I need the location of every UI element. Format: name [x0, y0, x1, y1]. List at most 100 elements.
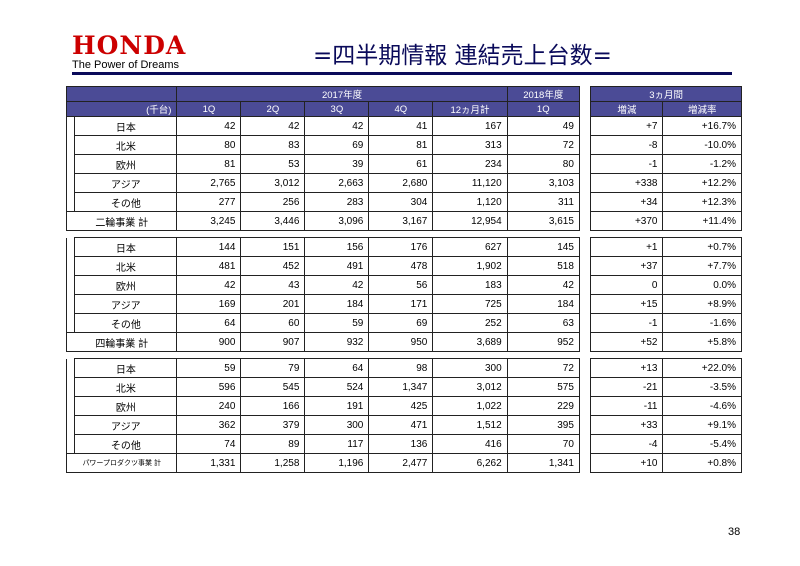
cell-value: -3.5% — [662, 377, 742, 397]
col-header: 2Q — [240, 101, 306, 117]
row-label: 欧州 — [74, 154, 178, 174]
cell-value: 1,022 — [432, 396, 508, 416]
table-row: 北米 596 545 524 1,347 3,012 575 -21 -3.5% — [65, 377, 742, 397]
cell-value: +34 — [590, 192, 664, 212]
row-label: アジア — [74, 294, 178, 314]
page-number: 38 — [728, 526, 741, 538]
cell-value: +11.4% — [662, 211, 742, 231]
cell-value: 184 — [304, 294, 370, 314]
cell-value: 2,477 — [368, 453, 434, 473]
cell-value: 83 — [240, 135, 306, 155]
col-header: 12ヵ月計 — [432, 101, 508, 117]
cell-value: 0 — [590, 275, 664, 295]
cell-value: 43 — [240, 275, 306, 295]
table-row: その他 277 256 283 304 1,120 311 +34 +12.3% — [65, 192, 742, 212]
cell-value: 1,512 — [432, 415, 508, 435]
cell-value: -4.6% — [662, 396, 742, 416]
cell-value: 136 — [368, 434, 434, 454]
cell-value: 3,167 — [368, 211, 434, 231]
cell-value: 74 — [176, 434, 242, 454]
cell-value: +338 — [590, 173, 664, 193]
table-row: 欧州 81 53 39 61 234 80 -1 -1.2% — [65, 154, 742, 174]
cell-value: 256 — [240, 192, 306, 212]
col-header: 増減率 — [662, 101, 742, 117]
cell-value: 151 — [240, 237, 306, 257]
cell-value: 80 — [506, 154, 580, 174]
cell-value: +10 — [590, 453, 664, 473]
cell-value: +7.7% — [662, 256, 742, 276]
cell-value: 59 — [304, 313, 370, 333]
cell-value: 0.0% — [662, 275, 742, 295]
cell-value: 64 — [304, 358, 370, 378]
fy2017-header: 2017年度 — [176, 86, 508, 102]
cell-value: 80 — [176, 135, 242, 155]
cell-value: 169 — [176, 294, 242, 314]
cell-value: +7 — [590, 116, 664, 136]
cell-value: 201 — [240, 294, 306, 314]
cell-value: 167 — [432, 116, 508, 136]
cell-value: 304 — [368, 192, 434, 212]
cell-value: -10.0% — [662, 135, 742, 155]
cell-value: +12.2% — [662, 173, 742, 193]
cell-value: 1,341 — [506, 453, 580, 473]
cell-value: 49 — [506, 116, 580, 136]
row-label: その他 — [74, 192, 178, 212]
cell-value: 1,196 — [304, 453, 370, 473]
cell-value: 311 — [506, 192, 580, 212]
cell-value: 478 — [368, 256, 434, 276]
cell-value: 42 — [176, 275, 242, 295]
row-label: パワープロダクツ事業 計 — [65, 453, 178, 473]
cell-value: 229 — [506, 396, 580, 416]
unit-label: (千台) — [65, 101, 178, 117]
row-label: 日本 — [74, 358, 178, 378]
cell-value: 61 — [368, 154, 434, 174]
cell-value: +0.8% — [662, 453, 742, 473]
cell-value: 42 — [176, 116, 242, 136]
row-label: 二輪事業 計 — [65, 211, 178, 231]
cell-value: +13 — [590, 358, 664, 378]
cell-value: 240 — [176, 396, 242, 416]
cell-value: 491 — [304, 256, 370, 276]
cell-value: 907 — [240, 332, 306, 352]
table-row: 北米 80 83 69 81 313 72 -8 -10.0% — [65, 135, 742, 155]
col-header: 増減 — [590, 101, 664, 117]
table-row: 日本 42 42 42 41 167 49 +7 +16.7% — [65, 116, 742, 136]
table-row: アジア 169 201 184 171 725 184 +15 +8.9% — [65, 294, 742, 314]
cell-value: 277 — [176, 192, 242, 212]
cell-value: 79 — [240, 358, 306, 378]
cell-value: 184 — [506, 294, 580, 314]
row-label: アジア — [74, 173, 178, 193]
cell-value: 3,245 — [176, 211, 242, 231]
cell-value: 3,096 — [304, 211, 370, 231]
cell-value: 3,446 — [240, 211, 306, 231]
cell-value: 191 — [304, 396, 370, 416]
cell-value: +9.1% — [662, 415, 742, 435]
cell-value: 1,902 — [432, 256, 508, 276]
cell-value: 283 — [304, 192, 370, 212]
cell-value: +52 — [590, 332, 664, 352]
cell-value: 72 — [506, 358, 580, 378]
row-label: アジア — [74, 415, 178, 435]
col-header: 1Q — [506, 101, 580, 117]
cell-value: 627 — [432, 237, 508, 257]
cell-value: 234 — [432, 154, 508, 174]
header-row-columns: (千台) 1Q 2Q 3Q 4Q 12ヵ月計 1Q 増減 増減率 — [65, 101, 742, 117]
cell-value: 98 — [368, 358, 434, 378]
cell-value: 60 — [240, 313, 306, 333]
row-label: 北米 — [74, 377, 178, 397]
cell-value: +12.3% — [662, 192, 742, 212]
table-row: 日本 144 151 156 176 627 145 +1 +0.7% — [65, 237, 742, 257]
cell-value: 481 — [176, 256, 242, 276]
cell-value: 416 — [432, 434, 508, 454]
honda-logo: HONDA — [72, 31, 187, 60]
cell-value: 425 — [368, 396, 434, 416]
cell-value: -5.4% — [662, 434, 742, 454]
cell-value: 72 — [506, 135, 580, 155]
cell-value: 6,262 — [432, 453, 508, 473]
cell-value: 42 — [304, 116, 370, 136]
cell-value: 1,331 — [176, 453, 242, 473]
row-label: 欧州 — [74, 396, 178, 416]
cell-value: 183 — [432, 275, 508, 295]
tagline: The Power of Dreams — [72, 59, 179, 71]
row-label: その他 — [74, 434, 178, 454]
